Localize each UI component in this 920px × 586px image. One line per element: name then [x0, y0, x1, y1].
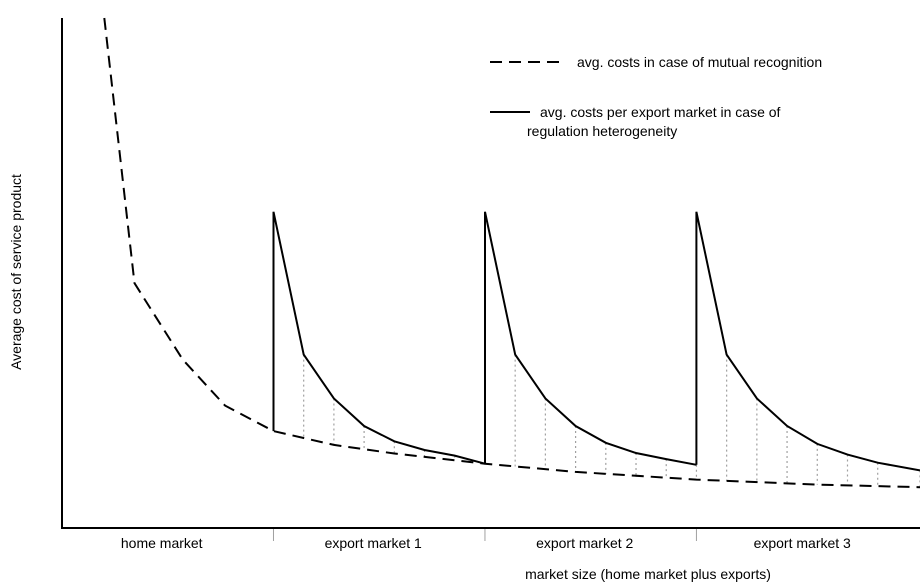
series-layer	[103, 17, 920, 489]
x-axis-label: market size (home market plus exports)	[525, 566, 771, 582]
series-line-heterogeneity-1	[272, 211, 486, 465]
series-line-mutual-recognition	[103, 17, 920, 489]
axes	[61, 18, 920, 529]
series-line-heterogeneity-2	[484, 211, 697, 466]
connector-lines	[303, 354, 920, 488]
legend-label: avg. costs in case of mutual recognition	[577, 54, 822, 70]
category-label: export market 1	[325, 535, 422, 551]
category-label: export market 3	[754, 535, 851, 551]
category-label: home market	[121, 535, 203, 551]
category-labels: home market export market 1 export market …	[121, 529, 851, 551]
legend-label: regulation heterogeneity	[527, 123, 677, 139]
legend-label: avg. costs per export market in case of	[540, 104, 781, 120]
y-axis-label: Average cost of service product	[8, 174, 24, 370]
series-line-heterogeneity-3	[695, 211, 920, 472]
category-label: export market 2	[536, 535, 633, 551]
legend: avg. costs in case of mutual recognition…	[490, 54, 822, 139]
